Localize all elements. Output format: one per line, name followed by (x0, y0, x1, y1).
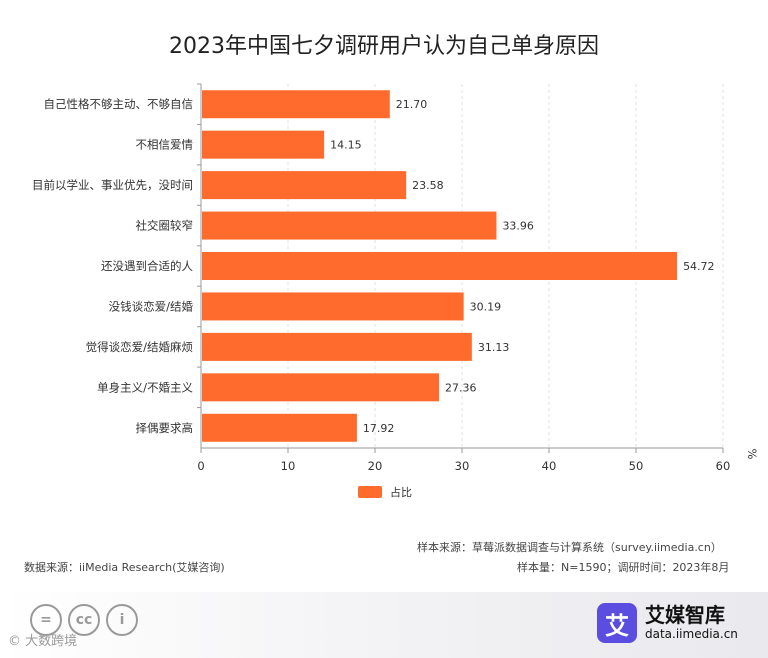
bar-chart: 自己性格不够主动、不够自信不相信爱情目前以学业、事业优先，没时间社交圈较窄还没遇… (32, 83, 759, 473)
bar (202, 413, 357, 442)
x-tick-label: 20 (368, 459, 383, 473)
bar-value-label: 23.58 (412, 179, 444, 192)
legend-label: 占比 (390, 486, 412, 499)
x-tick-label: 10 (281, 459, 296, 473)
legend: 占比 (358, 484, 412, 500)
x-tick-label: 30 (455, 459, 470, 473)
bar-value-label: 54.72 (683, 260, 715, 273)
brand-url: data.iimedia.cn (645, 627, 738, 641)
category-label: 目前以学业、事业优先，没时间 (32, 178, 193, 192)
bar (202, 211, 497, 240)
brand-logo: 艾 艾媒智库 data.iimedia.cn (597, 603, 738, 643)
category-label: 择偶要求高 (136, 421, 194, 435)
bar-value-label: 31.13 (478, 341, 510, 354)
bar (202, 373, 440, 402)
bar (202, 292, 464, 321)
sample-source-note: 样本来源：草莓派数据调查与计算系统（survey.iimedia.cn） (417, 541, 722, 554)
legend-swatch (358, 486, 382, 498)
bar-value-label: 27.36 (445, 381, 477, 394)
category-label: 不相信爱情 (136, 138, 194, 152)
by-icon: i (106, 604, 138, 636)
bar (202, 252, 678, 280)
bar-value-label: 14.15 (330, 139, 362, 152)
category-label: 没钱谈恋爱/结婚 (109, 299, 194, 313)
nd-icon: = (30, 604, 62, 636)
category-label: 还没遇到合适的人 (101, 259, 193, 273)
x-axis-unit: % (745, 449, 759, 460)
bar (202, 332, 472, 361)
bar-value-label: 17.92 (363, 422, 395, 435)
bar (202, 130, 325, 159)
bar (202, 171, 407, 200)
brand-name: 艾媒智库 (645, 603, 725, 627)
category-label: 社交圈较窄 (136, 219, 194, 233)
cc-icon: cc (68, 604, 100, 636)
sample-info-note: 样本量：N=1590；调研时间：2023年8月 (517, 561, 730, 574)
data-source-note: 数据来源：iiMedia Research(艾媒咨询) (24, 561, 225, 574)
x-tick-label: 0 (197, 459, 204, 473)
bar-value-label: 33.96 (502, 220, 534, 233)
brand-mark-icon: 艾 (597, 603, 637, 643)
x-tick-label: 50 (629, 459, 644, 473)
bar-value-label: 21.70 (396, 98, 428, 111)
bar (202, 90, 390, 119)
category-label: 单身主义/不婚主义 (97, 380, 193, 394)
bar-value-label: 30.19 (470, 300, 502, 313)
watermark-text: © 大数跨境 (8, 634, 78, 649)
x-tick-label: 40 (542, 459, 557, 473)
category-label: 觉得谈恋爱/结婚麻烦 (86, 340, 193, 354)
chart-title: 2023年中国七夕调研用户认为自己单身原因 (169, 34, 599, 59)
x-tick-label: 60 (716, 459, 731, 473)
license-icons: = cc i (30, 604, 138, 636)
category-label: 自己性格不够主动、不够自信 (44, 97, 194, 111)
